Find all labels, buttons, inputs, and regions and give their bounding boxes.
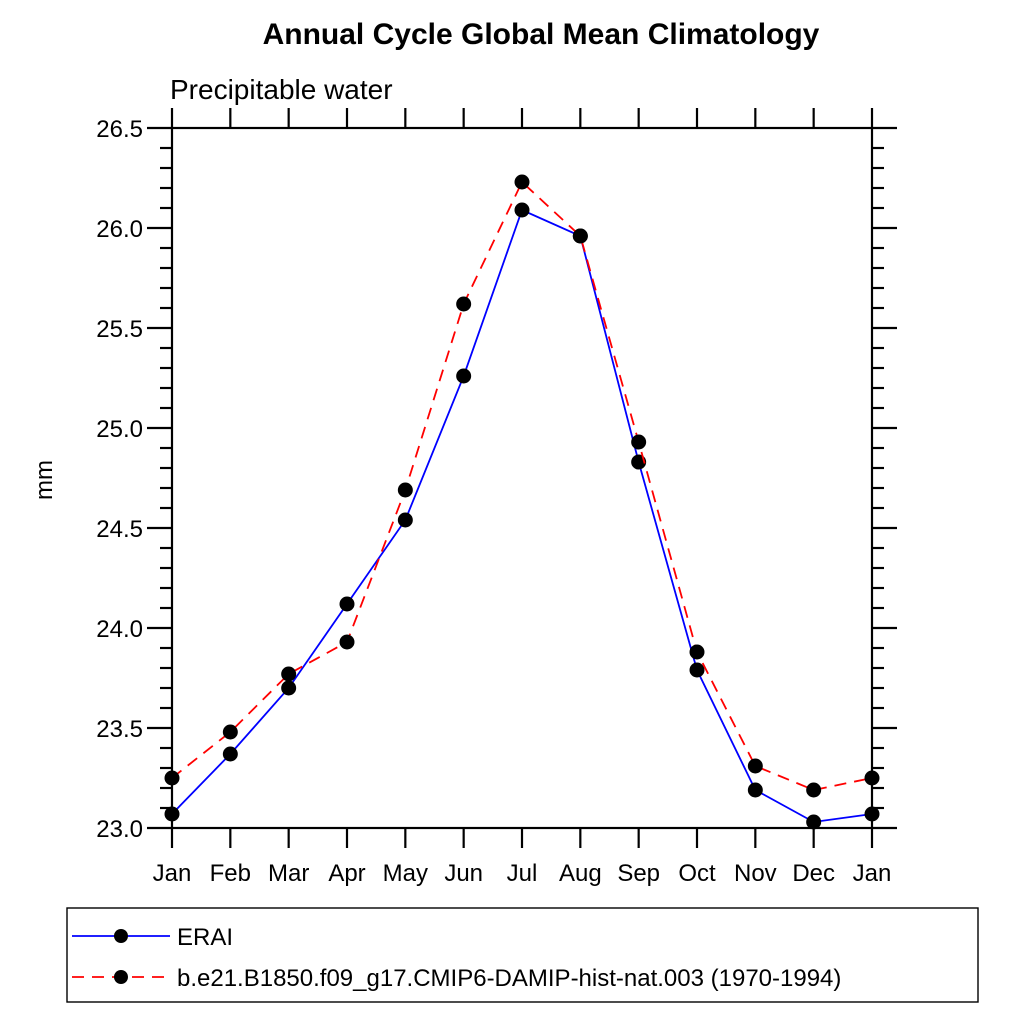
data-point-marker bbox=[222, 724, 238, 740]
data-point-marker bbox=[397, 482, 413, 498]
x-tick-label: Apr bbox=[328, 860, 365, 887]
y-axis-label: mm bbox=[31, 460, 58, 500]
chart-subtitle: Precipitable water bbox=[170, 74, 393, 105]
data-point-marker bbox=[631, 434, 647, 450]
data-point-marker bbox=[281, 680, 297, 696]
axes: 23.0 23.5 24.0 24.5 25.0 25.5 26.0 26.5 Jan Feb Ma… bbox=[96, 108, 897, 887]
data-series bbox=[164, 174, 880, 830]
series-line-erai bbox=[171, 208, 873, 823]
y-tick-label: 24.5 bbox=[96, 516, 143, 543]
y-tick-label: 23.5 bbox=[96, 716, 143, 743]
data-point-marker bbox=[806, 782, 822, 798]
y-tick-label: 24.0 bbox=[96, 616, 143, 643]
legend-box bbox=[66, 907, 979, 1003]
y-tick-label: 26.5 bbox=[96, 116, 143, 143]
chart-title: Annual Cycle Global Mean Climatology bbox=[263, 18, 820, 51]
data-point-marker bbox=[397, 512, 413, 528]
y-tick-label: 26.0 bbox=[96, 216, 143, 243]
data-point-marker bbox=[456, 368, 472, 384]
x-tick-label: Jan bbox=[853, 860, 892, 887]
data-point-marker bbox=[747, 758, 763, 774]
data-point-marker bbox=[514, 202, 530, 218]
legend: ERAI b.e21.B1850.f09_g17.CMIP6-DAMIP-hist… bbox=[66, 907, 979, 1003]
data-point-marker bbox=[456, 296, 472, 312]
data-point-marker bbox=[281, 666, 297, 682]
x-tick-label: Aug bbox=[559, 860, 602, 887]
data-point-marker bbox=[572, 228, 588, 244]
y-tick-label: 25.0 bbox=[96, 416, 143, 443]
series-line-model bbox=[171, 180, 873, 791]
data-point-marker bbox=[747, 782, 763, 798]
legend-marker bbox=[114, 970, 128, 984]
x-tick-label: Dec bbox=[792, 860, 835, 887]
data-point-marker bbox=[339, 634, 355, 650]
y-tick-label: 25.5 bbox=[96, 316, 143, 343]
data-point-marker bbox=[164, 770, 180, 786]
x-tick-label: Jun bbox=[444, 860, 483, 887]
data-point-marker bbox=[689, 644, 705, 660]
x-tick-label: May bbox=[383, 860, 428, 887]
x-tick-label: Mar bbox=[268, 860, 309, 887]
legend-label: b.e21.B1850.f09_g17.CMIP6-DAMIP-hist-nat… bbox=[177, 965, 841, 992]
data-point-marker bbox=[864, 806, 880, 822]
data-point-marker bbox=[339, 596, 355, 612]
x-tick-label: Sep bbox=[617, 860, 660, 887]
x-tick-label: Oct bbox=[678, 860, 716, 887]
y-tick-label: 23.0 bbox=[96, 816, 143, 843]
data-point-marker bbox=[222, 746, 238, 762]
x-tick-label: Jul bbox=[507, 860, 538, 887]
x-tick-label: Jan bbox=[153, 860, 192, 887]
x-tick-label: Feb bbox=[210, 860, 251, 887]
data-point-marker bbox=[514, 174, 530, 190]
data-point-marker bbox=[864, 770, 880, 786]
data-point-marker bbox=[806, 814, 822, 830]
plot-frame bbox=[170, 126, 874, 830]
data-point-marker bbox=[689, 662, 705, 678]
legend-label: ERAI bbox=[177, 924, 233, 951]
data-point-marker bbox=[164, 806, 180, 822]
legend-marker bbox=[114, 929, 128, 943]
x-tick-label: Nov bbox=[734, 860, 777, 887]
